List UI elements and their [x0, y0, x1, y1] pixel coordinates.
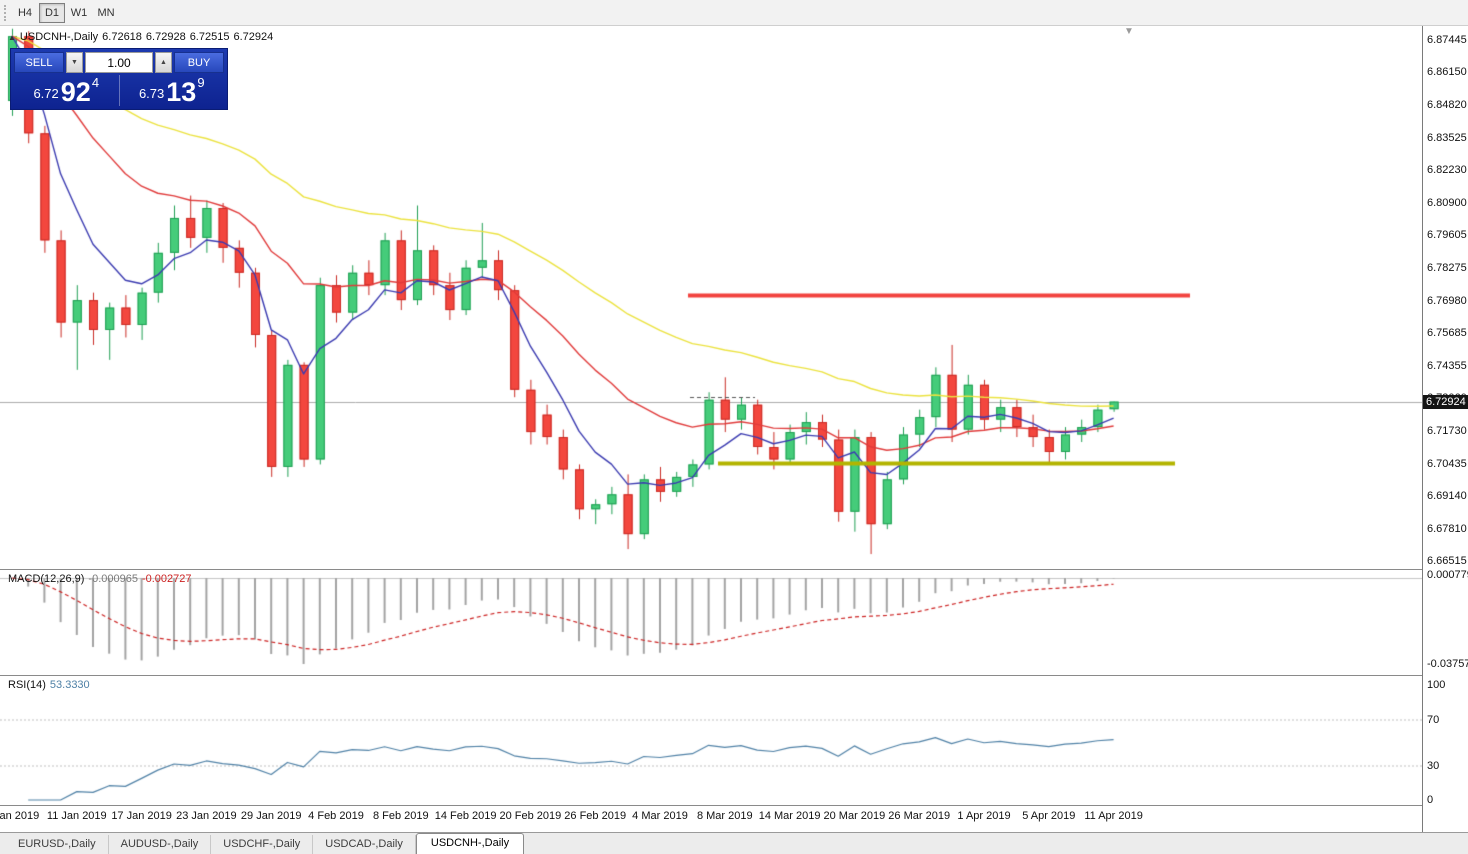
date-axis-label: 8 Feb 2019: [372, 810, 429, 822]
date-axis-label: 17 Jan 2019: [111, 810, 172, 822]
chart-tab-audusd-daily[interactable]: AUDUSD-,Daily: [109, 835, 212, 854]
price-axis-label: 6.71730: [1427, 425, 1467, 438]
rsi-axis-label: 70: [1427, 713, 1440, 726]
price-axis-label: 6.84820: [1427, 99, 1467, 112]
price-axis-label: 6.66515: [1427, 555, 1467, 568]
timeframe-button-h4[interactable]: H4: [17, 6, 33, 19]
rsi-axis-label: 30: [1427, 759, 1440, 772]
price-axis-label: 6.82230: [1427, 163, 1467, 176]
one-click-collapse-icon[interactable]: ▲: [8, 33, 16, 42]
macd-axis-label: 0.000779: [1427, 569, 1468, 581]
rsi-value: 53.3330: [49, 679, 90, 691]
timeframe-button-d1[interactable]: D1: [39, 2, 65, 23]
macd-axis-label: -0.037579: [1427, 658, 1468, 670]
price-axis-label: 6.78275: [1427, 262, 1467, 275]
buy-button[interactable]: BUY: [174, 52, 224, 73]
toolbar-grip[interactable]: [4, 4, 8, 21]
timeframe-buttons: H4 D1 W1 MN: [12, 2, 120, 23]
price-axis-label: 6.80900: [1427, 197, 1467, 210]
date-axis-label: 8 Mar 2019: [696, 810, 753, 822]
macd-value-signal: -0.002727: [141, 573, 192, 585]
timeframe-button-w1[interactable]: W1: [70, 6, 88, 19]
date-axis-label: 11 Jan 2019: [46, 810, 107, 822]
one-click-trade-panel: SELL ▼ ▲ BUY 6.72 92 4 6.73 13 9: [10, 48, 228, 110]
price-axis-label: 6.74355: [1427, 359, 1467, 372]
chart-tab-usdcad-daily[interactable]: USDCAD-,Daily: [313, 835, 416, 854]
date-axis-label: 1 Apr 2019: [957, 810, 1011, 822]
bid-price-prefix: 6.72: [33, 86, 59, 101]
price-axis-label: 6.70435: [1427, 457, 1467, 470]
date-axis-label: 29 Jan 2019: [240, 810, 302, 822]
chart-area: ▲ USDCNH-,Daily 6.72618 6.72928 6.72515 6.729…: [0, 26, 1468, 832]
ask-price: 6.73 13 9: [120, 75, 225, 106]
pane-splitter-macd[interactable]: [0, 569, 1422, 570]
date-axis-label: 5 Apr 2019: [1022, 810, 1076, 822]
price-axis-label: 6.76980: [1427, 294, 1467, 307]
macd-canvas[interactable]: [0, 570, 1422, 675]
chart-tab-usdcnh-daily[interactable]: USDCNH-,Daily: [415, 833, 525, 854]
rsi-axis-label: 0: [1427, 794, 1434, 806]
date-axis-label: 20 Mar 2019: [823, 810, 886, 822]
trade-panel-controls: SELL ▼ ▲ BUY: [14, 52, 224, 73]
volume-down-button[interactable]: ▼: [66, 52, 83, 73]
ohlc-high: 6.72928: [145, 31, 186, 43]
date-axis-label: 26 Feb 2019: [564, 810, 627, 822]
chart-symbol-period: USDCNH-,Daily: [19, 31, 99, 43]
trade-panel-quotes: 6.72 92 4 6.73 13 9: [14, 75, 224, 106]
price-axis-label: 6.86150: [1427, 66, 1467, 79]
date-axis-label: 4 Feb 2019: [308, 810, 364, 822]
timeframe-toolbar: H4 D1 W1 MN: [0, 0, 1468, 26]
volume-input[interactable]: [86, 53, 152, 72]
rsi-canvas[interactable]: [0, 676, 1422, 805]
price-axis-label: 6.87445: [1427, 34, 1467, 47]
bid-price-big-digits: 92: [60, 76, 91, 107]
ohlc-close: 6.72924: [233, 31, 274, 43]
volume-field-wrap: [85, 52, 153, 73]
macd-value-main: -0.000965: [88, 573, 138, 585]
ask-price-pipette: 9: [197, 75, 205, 90]
chart-tabs-bar: EURUSD-,Daily AUDUSD-,Daily USDCHF-,Daily U…: [0, 832, 1468, 854]
chart-tab-usdchf-daily[interactable]: USDCHF-,Daily: [211, 835, 314, 854]
timeframe-button-mn[interactable]: MN: [97, 6, 115, 19]
bid-price-pipette: 4: [91, 75, 100, 90]
date-axis-label: 11 Apr 2019: [1084, 810, 1143, 822]
date-axis[interactable]: 7 Jan 2019 11 Jan 2019 17 Jan 2019 23 Jan 2…: [0, 806, 1422, 832]
chart-shift-icon[interactable]: ▼: [1124, 26, 1134, 37]
price-axis-label: 6.79605: [1427, 229, 1467, 242]
rsi-indicator-label: RSI(14) 53.3330: [8, 679, 90, 691]
current-price-badge: 6.72924: [1423, 394, 1468, 409]
sell-button[interactable]: SELL: [14, 52, 64, 73]
macd-indicator-label: MACD(12,26,9) -0.000965 -0.002727: [8, 573, 192, 585]
ask-price-prefix: 6.73: [138, 86, 165, 101]
date-axis-label: 7 Jan 2019: [0, 810, 40, 822]
rsi-axis-label: 100: [1427, 679, 1446, 691]
chart-ohlc-title: ▲ USDCNH-,Daily 6.72618 6.72928 6.72515 6.729…: [8, 31, 277, 43]
ohlc-low: 6.72515: [189, 31, 230, 43]
ohlc-open: 6.72618: [102, 31, 142, 43]
pane-splitter-dates[interactable]: [0, 805, 1422, 806]
price-axis[interactable]: 6.87445 6.86150 6.84820 6.83525 6.82230 6.809…: [1422, 26, 1468, 832]
chart-tab-eurusd-daily[interactable]: EURUSD-,Daily: [6, 835, 109, 854]
date-axis-label: 20 Feb 2019: [499, 810, 562, 822]
date-axis-label: 4 Mar 2019: [632, 810, 688, 822]
macd-name: MACD(12,26,9): [8, 573, 85, 585]
price-axis-label: 6.83525: [1427, 131, 1467, 144]
rsi-name: RSI(14): [8, 679, 46, 691]
price-axis-label: 6.75685: [1427, 326, 1467, 339]
price-axis-label: 6.69140: [1427, 489, 1467, 502]
date-axis-label: 26 Mar 2019: [888, 810, 951, 822]
price-chart-canvas[interactable]: [0, 26, 1422, 570]
date-axis-label: 14 Mar 2019: [758, 810, 821, 822]
pane-splitter-rsi[interactable]: [0, 675, 1422, 676]
price-axis-label: 6.67810: [1427, 522, 1467, 535]
date-axis-label: 14 Feb 2019: [434, 810, 497, 822]
ask-price-big-digits: 13: [166, 76, 197, 107]
bid-price: 6.72 92 4: [14, 75, 120, 106]
volume-up-button[interactable]: ▲: [155, 52, 172, 73]
date-axis-label: 23 Jan 2019: [176, 810, 237, 822]
